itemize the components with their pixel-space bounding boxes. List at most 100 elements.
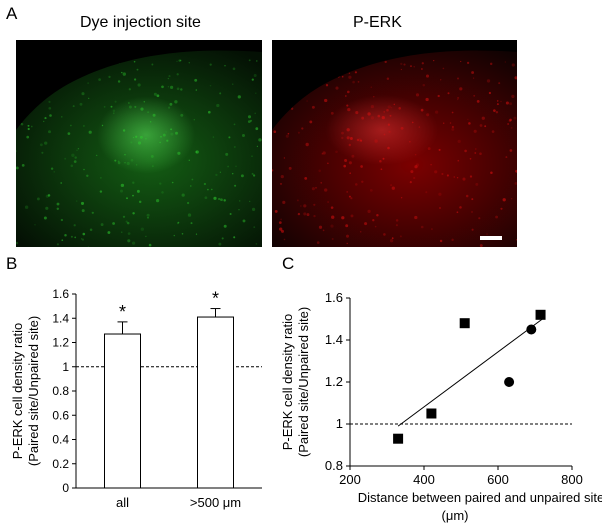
cell-speck [47, 194, 51, 197]
cell-speck [400, 196, 403, 199]
cell-speck [330, 224, 334, 228]
cell-speck [24, 205, 29, 209]
cell-speck [433, 59, 435, 62]
cell-speck [443, 122, 445, 124]
cell-speck [306, 100, 308, 102]
cell-speck [148, 243, 152, 247]
cell-speck [128, 88, 131, 91]
cell-speck [358, 138, 362, 142]
cell-speck [324, 98, 328, 103]
cell-speck [391, 237, 394, 240]
cell-speck [186, 201, 190, 205]
cell-speck [188, 61, 191, 64]
cell-speck [101, 124, 104, 127]
cell-speck [335, 86, 339, 90]
cell-speck [45, 206, 49, 210]
cell-speck [87, 246, 90, 247]
cell-speck [56, 202, 60, 206]
cell-speck [500, 207, 503, 210]
cell-speck [320, 182, 322, 184]
cell-speck [98, 78, 101, 81]
cell-speck [324, 188, 328, 192]
cell-speck [256, 60, 258, 62]
cell-speck [137, 83, 141, 87]
cell-speck [279, 182, 283, 185]
cell-speck [413, 176, 416, 180]
cell-speck [438, 206, 442, 210]
perk-micrograph [272, 40, 517, 247]
cell-speck [70, 164, 74, 168]
cell-speck [387, 105, 391, 109]
cell-speck [169, 102, 173, 106]
cell-speck [87, 82, 89, 84]
cell-speck [457, 159, 460, 162]
cell-speck [168, 75, 171, 78]
y-tick-label: 0.2 [52, 457, 69, 471]
cell-speck [370, 104, 375, 109]
cell-speck [127, 239, 131, 243]
cell-speck [439, 79, 442, 81]
cell-speck [453, 176, 456, 178]
cell-speck [117, 80, 121, 83]
cell-speck [253, 73, 257, 78]
cell-speck [36, 197, 40, 201]
cell-speck [486, 79, 491, 83]
cell-speck [272, 169, 274, 172]
cell-speck [188, 159, 191, 162]
cell-speck [72, 105, 75, 108]
cell-speck [386, 108, 389, 112]
cell-speck [344, 158, 348, 163]
cell-speck [171, 181, 174, 184]
cell-speck [221, 237, 224, 240]
category-label: all [116, 495, 129, 510]
cell-speck [88, 130, 92, 134]
cell-speck [352, 80, 355, 84]
cell-speck [498, 82, 501, 85]
cell-speck [229, 212, 232, 216]
cell-speck [414, 165, 418, 169]
y-tick-label: 0 [62, 481, 69, 495]
cell-speck [231, 83, 234, 85]
cell-speck [395, 224, 398, 227]
data-point-circle [526, 324, 537, 335]
cell-speck [296, 199, 299, 202]
cell-speck [346, 104, 349, 107]
cell-speck [425, 97, 429, 102]
cell-speck [331, 215, 335, 219]
cell-speck [21, 164, 25, 167]
cell-speck [143, 101, 146, 103]
cell-speck [156, 94, 160, 98]
cell-speck [50, 167, 54, 170]
cell-speck [167, 86, 170, 88]
cell-speck [67, 132, 71, 135]
cell-speck [464, 149, 467, 153]
cell-speck [124, 162, 126, 164]
cell-speck [124, 154, 126, 156]
cell-speck [493, 109, 496, 112]
scatter-chart: 0.8 1 1.2 1.4 1.6 200 400 600 800 Distance betwee… [280, 290, 602, 523]
cell-speck [309, 120, 313, 124]
cell-speck [136, 189, 140, 193]
cell-speck [160, 135, 162, 138]
cell-speck [252, 174, 256, 177]
cell-speck [478, 217, 481, 220]
cell-speck [73, 224, 76, 227]
panel-c-letter: C [282, 254, 295, 273]
cell-speck [231, 172, 234, 175]
cell-speck [74, 156, 77, 159]
cell-speck [44, 141, 48, 145]
cell-speck [351, 154, 355, 158]
cell-speck [509, 102, 513, 106]
cell-speck [191, 178, 194, 181]
cell-speck [495, 215, 499, 219]
cell-speck [170, 128, 173, 131]
cell-speck [381, 115, 385, 120]
cell-speck [321, 152, 324, 155]
perk-title: P-ERK [353, 14, 402, 31]
cell-speck [112, 109, 116, 112]
cell-speck [48, 100, 51, 103]
cell-speck [451, 127, 455, 131]
cell-speck [488, 91, 492, 95]
cell-speck [48, 130, 51, 134]
cell-speck [316, 241, 320, 244]
